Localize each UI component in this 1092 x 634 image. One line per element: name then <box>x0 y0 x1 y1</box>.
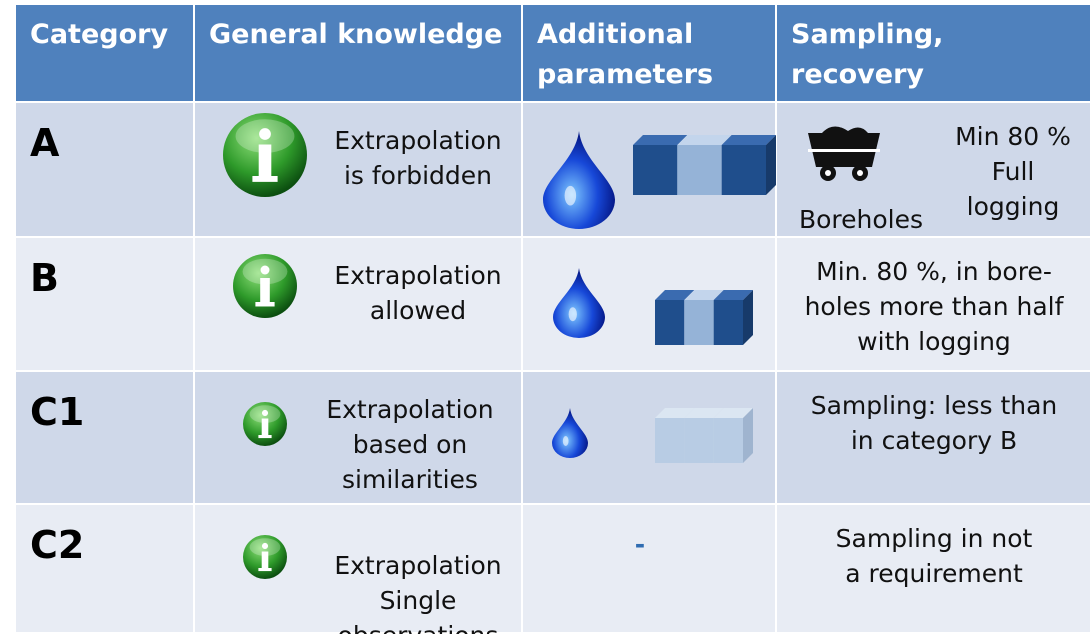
category: C2 <box>30 523 85 567</box>
category: B <box>30 256 59 300</box>
header-cell: General knowledge <box>195 5 523 103</box>
knowledge-text: observations <box>268 618 568 634</box>
table-cell <box>523 505 777 634</box>
icon <box>552 408 588 458</box>
sampling-text: Min. 80 %, in bore- <box>816 257 1052 286</box>
category: A <box>30 121 60 165</box>
icon <box>655 408 755 463</box>
sampling-text: logging <box>966 192 1060 221</box>
parameters-text: - <box>634 530 646 559</box>
category: C1 <box>30 390 85 434</box>
table-cell <box>16 372 195 505</box>
knowledge-text: Single <box>379 586 457 615</box>
table-cell <box>777 372 1092 505</box>
icon <box>243 535 287 579</box>
sampling-text: holes more than half <box>804 292 1064 321</box>
knowledge-text: allowed <box>369 296 467 325</box>
table-cell <box>777 505 1092 634</box>
table-cell <box>16 103 195 238</box>
header-cell: Category <box>16 5 195 103</box>
knowledge-text: similarities <box>342 465 478 494</box>
icon <box>223 113 307 197</box>
sampling-text: Min 80 % <box>955 122 1071 151</box>
knowledge-text: Extrapolation <box>326 395 494 424</box>
sampling-text: Sampling: less than <box>810 391 1058 420</box>
icon <box>243 402 287 446</box>
icon <box>553 268 605 338</box>
knowledge-text: is forbidden <box>343 161 493 190</box>
icon <box>808 125 884 183</box>
knowledge-text: based on <box>352 430 468 459</box>
sampling-text: Full <box>991 157 1035 186</box>
sampling-caption: Boreholes <box>798 205 924 234</box>
header-cell: Sampling, recovery <box>777 5 1092 103</box>
icon <box>233 254 297 318</box>
table-cell <box>16 238 195 372</box>
sampling-text: in category B <box>850 426 1018 455</box>
sampling-text: Sampling in not <box>835 524 1033 553</box>
header-cell: Additional parameters <box>523 5 777 103</box>
icon <box>543 131 615 229</box>
knowledge-text: Extrapolation <box>334 551 502 580</box>
knowledge-text: Extrapolation <box>334 261 502 290</box>
icon <box>655 290 755 345</box>
sampling-text: a requirement <box>845 559 1023 588</box>
knowledge-text: Extrapolation <box>334 126 502 155</box>
icon <box>633 135 778 195</box>
sampling-text: with logging <box>857 327 1011 356</box>
table-cell <box>777 238 1092 372</box>
table-cell <box>16 505 195 634</box>
